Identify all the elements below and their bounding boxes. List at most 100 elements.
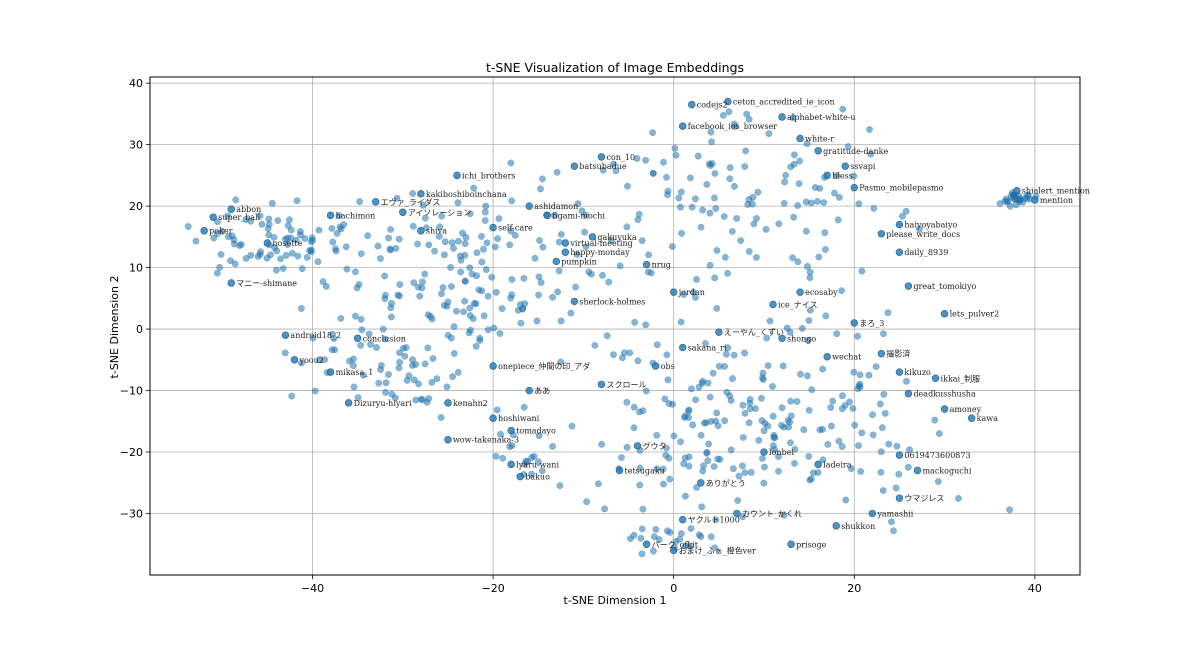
scatter-point bbox=[688, 100, 696, 109]
scatter-point bbox=[857, 468, 865, 475]
scatter-point bbox=[381, 335, 389, 343]
scatter-point bbox=[309, 334, 317, 342]
point-label: sakana_ri bbox=[688, 344, 727, 353]
scatter-point bbox=[321, 356, 329, 364]
scatter-point bbox=[880, 390, 888, 398]
scatter-point bbox=[742, 147, 750, 155]
scatter-point bbox=[750, 220, 758, 228]
scatter-point bbox=[263, 239, 272, 247]
scatter-point bbox=[737, 237, 745, 244]
scatter-point bbox=[507, 294, 515, 302]
scatter-point bbox=[739, 462, 746, 470]
x-axis-label: t-SNE Dimension 1 bbox=[564, 594, 667, 607]
point-label: ヤクルト1000 bbox=[688, 516, 740, 525]
scatter-point bbox=[342, 243, 350, 251]
x-tick-label: 20 bbox=[847, 582, 861, 595]
scatter-point bbox=[414, 240, 422, 248]
scatter-point bbox=[804, 337, 812, 344]
scatter-point bbox=[356, 198, 364, 206]
scatter-point bbox=[1013, 195, 1021, 203]
scatter-point bbox=[444, 436, 452, 444]
scatter-point bbox=[686, 542, 694, 550]
scatter-point bbox=[669, 400, 676, 408]
scatter-point bbox=[719, 111, 727, 119]
scatter-point bbox=[635, 210, 643, 218]
scatter-point bbox=[904, 389, 913, 398]
scatter-point bbox=[663, 527, 671, 535]
scatter-point bbox=[597, 153, 606, 161]
scatter-point bbox=[375, 379, 383, 387]
scatter-point bbox=[301, 235, 309, 243]
scatter-point bbox=[573, 251, 581, 258]
scatter-point bbox=[466, 304, 474, 312]
scatter-point bbox=[778, 334, 786, 342]
scatter-point bbox=[388, 299, 396, 307]
scatter-point bbox=[489, 414, 497, 422]
scatter-point bbox=[780, 511, 788, 519]
scatter-point bbox=[353, 284, 361, 292]
scatter-point bbox=[651, 362, 660, 370]
scatter-point bbox=[498, 305, 506, 313]
scatter-point bbox=[729, 375, 737, 383]
scatter-point bbox=[352, 268, 359, 276]
scatter-point bbox=[395, 364, 403, 372]
scatter-point bbox=[441, 238, 449, 246]
point-label: ありがとう bbox=[706, 478, 746, 488]
point-label: virtual-meeting bbox=[569, 239, 632, 248]
scatter-point bbox=[281, 349, 289, 357]
scatter-point bbox=[379, 325, 387, 333]
point-label: sherlock-holmes bbox=[579, 297, 645, 306]
scatter-point bbox=[697, 533, 705, 541]
scatter-point bbox=[314, 258, 322, 266]
x-tick-label: −20 bbox=[481, 582, 504, 595]
scatter-point bbox=[695, 383, 703, 391]
scatter-point bbox=[741, 163, 749, 170]
scatter-point bbox=[913, 466, 922, 475]
scatter-point bbox=[806, 306, 814, 314]
scatter-point bbox=[760, 479, 768, 487]
scatter-point bbox=[293, 197, 301, 205]
scatter-point bbox=[734, 497, 742, 504]
point-label: lonbei bbox=[769, 448, 794, 457]
scatter-point bbox=[809, 469, 817, 477]
scatter-point bbox=[224, 212, 232, 220]
scatter-point bbox=[537, 279, 545, 286]
scatter-point bbox=[450, 244, 457, 252]
scatter-point bbox=[555, 238, 563, 246]
scatter-point bbox=[535, 432, 543, 440]
scatter-point bbox=[1012, 201, 1020, 209]
scatter-point bbox=[522, 457, 530, 465]
scatter-point bbox=[265, 220, 273, 228]
scatter-point bbox=[421, 360, 429, 368]
scatter-point bbox=[623, 223, 631, 231]
scatter-point bbox=[650, 533, 658, 541]
point-label: super_ball bbox=[218, 213, 260, 222]
scatter-point bbox=[872, 363, 880, 371]
scatter-point bbox=[642, 540, 651, 548]
scatter-point bbox=[279, 265, 287, 272]
scatter-point bbox=[904, 282, 913, 290]
scatter-point bbox=[525, 386, 533, 395]
scatter-point bbox=[783, 324, 791, 332]
scatter-point bbox=[435, 232, 443, 240]
scatter-point bbox=[689, 421, 697, 429]
scatter-point bbox=[484, 292, 492, 300]
point-label: codejs2 bbox=[697, 101, 728, 110]
point-label: ウマジレス bbox=[904, 494, 944, 503]
scatter-point bbox=[296, 231, 304, 239]
scatter-point bbox=[855, 200, 863, 208]
scatter-point bbox=[692, 293, 699, 301]
point-label: wow-takenaka-3 bbox=[453, 436, 519, 445]
scatter-point bbox=[496, 330, 504, 337]
scatter-point bbox=[447, 264, 454, 271]
scatter-point bbox=[850, 183, 858, 192]
scatter-point bbox=[760, 427, 768, 435]
point-label: obs bbox=[661, 362, 675, 371]
scatter-point bbox=[814, 460, 822, 469]
scatter-point bbox=[372, 198, 380, 206]
scatter-point bbox=[744, 200, 752, 208]
scatter-point bbox=[794, 258, 802, 266]
scatter-point bbox=[745, 248, 753, 255]
scatter-point bbox=[764, 422, 772, 430]
chart-title: t-SNE Visualization of Image Embeddings bbox=[486, 60, 744, 75]
